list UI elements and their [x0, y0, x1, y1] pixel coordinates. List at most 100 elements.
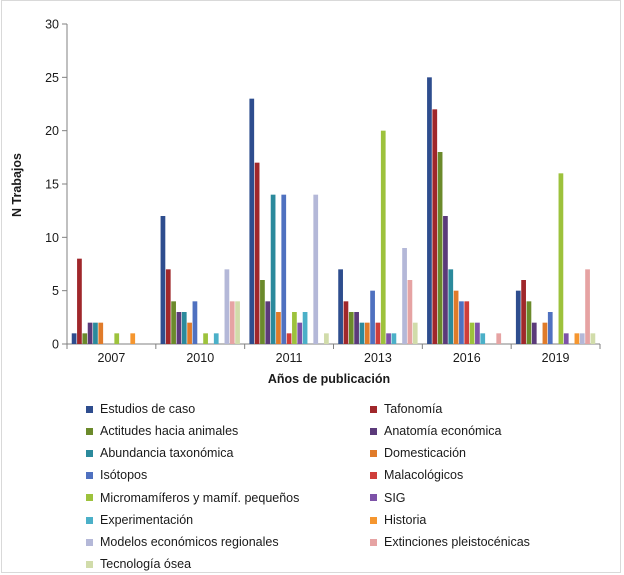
bar: [302, 312, 308, 344]
bar: [443, 216, 448, 344]
bar: [563, 333, 569, 344]
bar: [71, 333, 77, 344]
bar: [407, 280, 413, 344]
bar: [375, 322, 381, 344]
bar: [459, 301, 464, 344]
bar: [531, 322, 537, 344]
legend-item: Estudios de caso: [86, 398, 195, 420]
bar: [203, 333, 208, 344]
legend-swatch: [370, 427, 377, 435]
bar: [412, 322, 418, 344]
bar: [87, 322, 93, 344]
bar: [254, 162, 260, 344]
bar: [181, 312, 187, 344]
bar: [475, 322, 480, 344]
legend-item: Abundancia taxonómica: [86, 442, 233, 464]
legend-swatch: [370, 516, 377, 524]
x-tick-label: 2007: [98, 351, 126, 365]
y-tick-label: 30: [45, 18, 59, 32]
x-tick-label: 2010: [186, 351, 214, 365]
bar: [297, 322, 303, 344]
bar: [515, 290, 521, 344]
bar: [270, 194, 276, 344]
bar: [386, 333, 391, 344]
legend-item: Tecnología ósea: [86, 553, 191, 575]
bar: [192, 301, 198, 344]
y-tick-label: 0: [52, 338, 59, 352]
legend-swatch: [86, 494, 93, 502]
bar: [370, 290, 375, 344]
legend-label: Malacológicos: [384, 468, 464, 483]
bar: [432, 109, 438, 344]
legend-label: Tafonomía: [384, 401, 443, 416]
y-tick-label: 25: [45, 71, 59, 85]
bar: [187, 322, 192, 344]
legend-label: Experimentación: [100, 512, 194, 527]
bar: [590, 333, 596, 344]
bar: [286, 333, 292, 344]
bar: [93, 322, 98, 344]
legend-swatch: [370, 449, 377, 457]
bar: [526, 301, 532, 344]
bar: [359, 322, 365, 344]
y-tick-label: 5: [52, 284, 59, 298]
legend-item: Anatomía económica: [370, 420, 501, 442]
bar: [176, 312, 182, 344]
y-axis-label: N Trabajos: [10, 153, 24, 217]
bar: [579, 333, 585, 344]
legend-swatch: [86, 449, 93, 457]
chart-axes: 0 5 10 15 20 25 30 2007 2010 2011 2013 2016 2019: [45, 18, 601, 365]
bar: [542, 322, 548, 344]
x-tick-label: 2011: [276, 351, 303, 365]
legend-label: Micromamíferos y mamíf. pequeños: [100, 490, 300, 505]
legend-swatch: [86, 405, 93, 413]
legend-label: Actitudes hacia animales: [100, 423, 239, 438]
bar: [260, 280, 265, 344]
legend-label: SIG: [384, 490, 406, 505]
bar: [229, 301, 235, 344]
bar: [496, 333, 502, 344]
legend-swatch: [86, 538, 93, 546]
bar: [114, 333, 120, 344]
legend-swatch: [86, 560, 93, 568]
legend-swatch: [86, 427, 93, 435]
bar: [313, 194, 319, 344]
legend-item: Extinciones pleistocénicas: [370, 531, 530, 553]
bar: [343, 301, 349, 344]
bar: [453, 290, 459, 344]
legend-swatch: [370, 494, 377, 502]
bar: [469, 322, 475, 344]
legend-swatch: [86, 472, 93, 480]
bar: [276, 312, 281, 344]
bar: [574, 333, 580, 344]
legend-item: Micromamíferos y mamíf. pequeños: [86, 487, 299, 509]
legend-label: Tecnología ósea: [100, 557, 192, 572]
bar-chart: 0 5 10 15 20 25 30 2007 2010 2011 2013 2016 2019 N T…: [10, 18, 601, 386]
bar: [235, 301, 240, 344]
legend-item: Experimentación: [86, 509, 193, 531]
y-tick-label: 15: [45, 178, 59, 192]
legend-item: Historia: [370, 509, 426, 531]
bar: [224, 269, 230, 344]
legend-item: Actitudes hacia animales: [86, 420, 238, 442]
bar: [77, 258, 82, 344]
legend-swatch: [370, 538, 377, 546]
bar: [213, 333, 219, 344]
bar: [160, 216, 166, 344]
bar: [402, 248, 407, 344]
legend-swatch: [370, 472, 377, 480]
bar: [354, 312, 359, 344]
bar: [480, 333, 486, 344]
bar: [364, 322, 370, 344]
bar: [292, 312, 297, 344]
y-tick-label: 20: [45, 124, 59, 138]
bar: [130, 333, 136, 344]
x-tick-label: 2013: [364, 351, 392, 365]
bar: [338, 269, 343, 344]
bar: [448, 269, 454, 344]
bar: [547, 312, 553, 344]
bar: [558, 173, 564, 344]
bar: [165, 269, 171, 344]
bar: [265, 301, 271, 344]
